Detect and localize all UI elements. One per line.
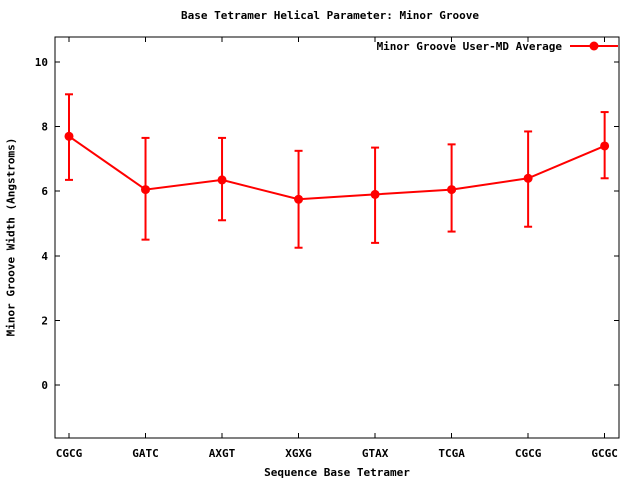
data-point xyxy=(370,189,380,199)
data-point xyxy=(294,194,304,204)
data-point xyxy=(64,131,74,141)
data-point xyxy=(141,185,151,195)
x-tick-label: GTAX xyxy=(362,447,389,460)
x-tick-label: GATC xyxy=(132,447,159,460)
x-tick-label: GCGC xyxy=(591,447,618,460)
y-tick-label: 10 xyxy=(35,56,48,69)
x-tick-label: CGCG xyxy=(515,447,542,460)
legend: Minor Groove User-MD Average xyxy=(377,38,618,54)
data-point xyxy=(447,185,457,195)
data-point xyxy=(600,141,610,151)
y-tick-label: 0 xyxy=(41,379,48,392)
x-tick-label: TCGA xyxy=(438,447,465,460)
data-point xyxy=(217,175,227,185)
data-point xyxy=(523,173,533,183)
y-tick-label: 2 xyxy=(41,314,48,327)
chart-title: Base Tetramer Helical Parameter: Minor G… xyxy=(180,9,479,22)
y-tick-label: 6 xyxy=(41,185,48,198)
x-tick-label: XGXG xyxy=(285,447,312,460)
x-tick-label: CGCG xyxy=(56,447,83,460)
legend-label: Minor Groove User-MD Average xyxy=(376,39,562,53)
x-tick-label: AXGT xyxy=(209,447,236,460)
y-tick-label: 8 xyxy=(41,121,48,134)
series-line xyxy=(68,135,606,201)
x-axis-label: Sequence Base Tetramer xyxy=(264,466,410,479)
plot-border xyxy=(54,36,620,439)
y-tick-label: 4 xyxy=(41,250,48,263)
legend-line-marker-icon xyxy=(570,41,618,51)
